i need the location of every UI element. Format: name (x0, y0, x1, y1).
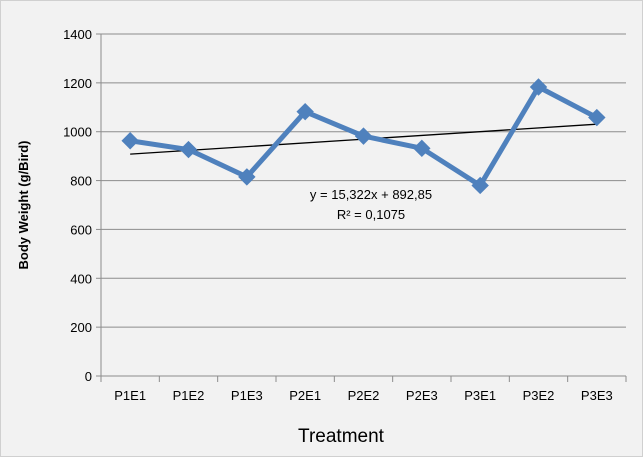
y-tick-label: 600 (70, 222, 92, 237)
data-point-marker (471, 176, 489, 195)
y-tick-label: 400 (70, 271, 92, 286)
data-point-marker (238, 168, 256, 186)
gridlines (101, 33, 626, 328)
x-tick-label: P1E3 (231, 388, 263, 403)
x-tick-label: P2E3 (406, 388, 438, 403)
y-tick-label: 800 (70, 174, 92, 189)
data-point-marker (354, 127, 373, 145)
x-axis-title: Treatment (298, 426, 385, 447)
data-point-marker (179, 140, 198, 159)
y-tick-label: 0 (85, 369, 92, 384)
x-tick-label: P2E2 (348, 388, 380, 403)
y-tick-label: 1200 (63, 76, 92, 91)
x-tick-label: P2E1 (289, 388, 321, 403)
x-tick-label: P1E2 (173, 388, 205, 403)
axes (96, 33, 627, 382)
x-tick-label: P3E2 (523, 388, 555, 403)
x-tick-label: P1E1 (114, 388, 146, 403)
y-tick-label: 1000 (63, 125, 92, 140)
data-point-marker (588, 108, 606, 127)
data-point-marker (121, 132, 139, 150)
y-tick-label: 200 (70, 320, 92, 335)
y-tick-label: 1400 (63, 27, 92, 42)
trendline-equation: y = 15,322x + 892,85 (310, 187, 432, 202)
data-point-marker (529, 78, 548, 96)
series-group (121, 78, 606, 195)
y-axis-title: Body Weight (g/Bird) (16, 140, 31, 269)
data-point-marker (413, 139, 431, 158)
data-point-marker (296, 102, 314, 121)
x-tick-label: P3E3 (581, 388, 613, 403)
x-tick-label: P3E1 (464, 388, 496, 403)
tick-labels: 0 200 400 600 800 1000 1200 1400 P1E1 P1E2 P1E3 P2E… (63, 27, 613, 403)
trendline-r2: R² = 0,1075 (337, 207, 405, 222)
